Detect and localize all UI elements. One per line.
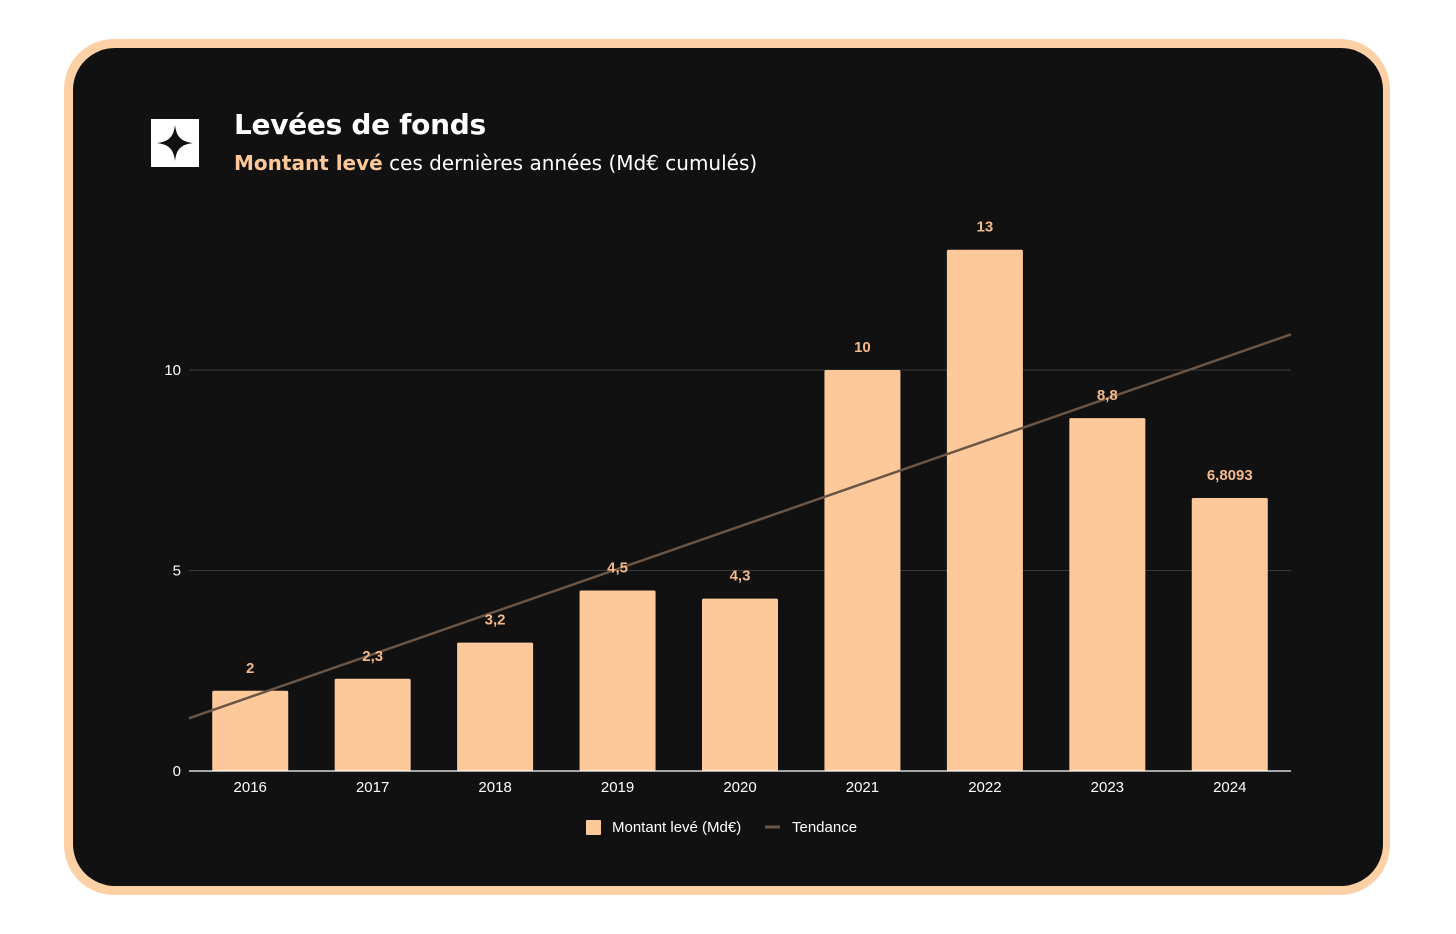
x-tick-label: 2023 [1091,779,1124,796]
x-tick-label: 2020 [723,779,756,796]
x-tick-label: 2017 [356,779,389,796]
bar-2017 [334,678,411,771]
subtitle-rest: ces dernières années (Md€ cumulés) [382,151,758,175]
chart-subtitle: Montant levé ces dernières années (Md€ c… [234,151,757,175]
x-tick-label: 2022 [968,779,1001,796]
data-label: 4,3 [730,568,751,585]
data-label: 2 [246,660,254,677]
data-label: 3,2 [485,612,506,629]
bar-2018 [457,642,534,771]
bar-2019 [579,590,656,771]
data-label: 6,8093 [1207,467,1253,484]
data-label: 13 [977,219,994,236]
x-tick-label: 2024 [1213,779,1246,796]
x-tick-label: 2019 [601,779,634,796]
data-label: 10 [854,339,871,356]
bar-2020 [702,598,778,771]
legend-label-bars: Montant levé (Md€) [612,819,741,836]
bar-2016 [212,690,289,771]
bar-2022 [946,249,1023,771]
bar-2021 [824,370,901,771]
data-label: 4,5 [607,560,628,577]
y-tick-label: 10 [164,362,181,379]
y-tick-label: 0 [173,763,181,780]
sparkle-star-icon [151,119,199,167]
x-tick-label: 2016 [234,779,267,796]
x-tick-label: 2018 [478,779,511,796]
chart-card: Levées de fonds Montant levé ces dernièr… [73,48,1383,886]
trend-line [188,333,1292,720]
legend-label-trend: Tendance [792,819,857,836]
subtitle-accent: Montant levé [234,151,383,175]
bar-2023 [1069,418,1146,771]
y-tick-label: 5 [173,563,181,580]
bar-chart: 0 5 10 2 2,3 3,2 4,5 4,3 10 13 8,8 6,8093 2016 2017 20… [164,219,1292,836]
x-tick-label: 2021 [846,779,879,796]
chart-title: Levées de fonds [234,108,486,141]
bar-2024 [1191,497,1268,771]
data-label: 8,8 [1097,387,1118,404]
data-label: 2,3 [362,648,383,665]
legend-swatch-bars [586,820,601,835]
